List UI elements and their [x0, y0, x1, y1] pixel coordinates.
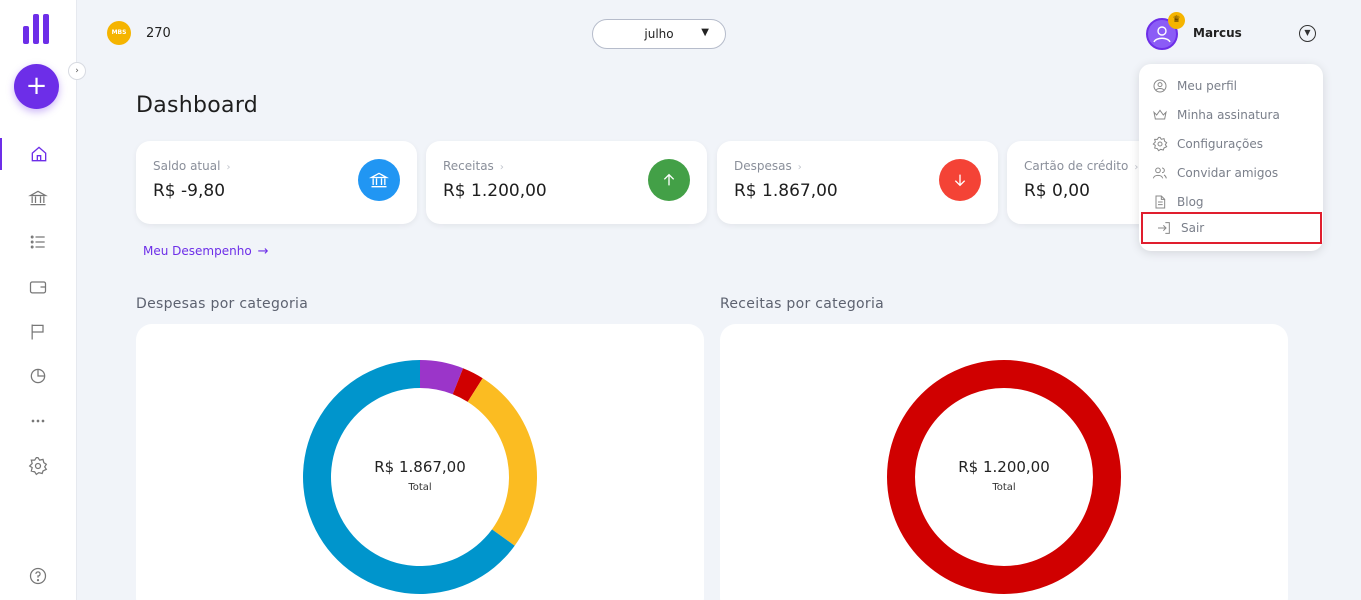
card-label: Despesas — [734, 159, 792, 173]
user-menu: Meu perfil Minha assinatura Configuraçõe… — [1139, 64, 1323, 251]
page-title: Dashboard — [136, 93, 259, 118]
card-value: R$ 1.867,00 — [734, 181, 838, 201]
list-icon[interactable] — [0, 226, 76, 258]
expenses-donut-chart — [303, 360, 537, 594]
menu-item-profile[interactable]: Meu perfil — [1139, 71, 1323, 100]
expenses-chart-panel: R$ 1.867,00 Total — [136, 324, 704, 600]
performance-link[interactable]: Meu Desempenho → — [143, 244, 269, 259]
card-value: R$ 1.200,00 — [443, 181, 547, 201]
income-card[interactable]: Receitas › R$ 1.200,00 — [426, 141, 707, 224]
menu-item-label: Blog — [1177, 194, 1204, 209]
chevron-down-icon[interactable]: ▼ — [1299, 25, 1316, 42]
add-transaction-button[interactable]: + — [14, 64, 59, 109]
chevron-right-icon: › — [226, 162, 231, 173]
menu-item-label: Meu perfil — [1177, 78, 1237, 93]
donut-slice[interactable] — [452, 368, 483, 402]
user-icon — [1151, 77, 1168, 94]
logout-icon — [1155, 220, 1172, 237]
home-icon[interactable] — [0, 138, 76, 170]
flag-icon[interactable] — [0, 316, 76, 348]
arrow-right-icon: → — [257, 244, 269, 259]
gear-icon — [1151, 135, 1168, 152]
crown-icon: ♛ — [1168, 12, 1185, 29]
card-value: R$ 0,00 — [1024, 181, 1090, 201]
username[interactable]: Marcus — [1193, 26, 1242, 40]
wallet-icon[interactable] — [0, 271, 76, 303]
menu-item-blog[interactable]: Blog — [1139, 187, 1323, 216]
coin-count: 270 — [146, 26, 171, 41]
menu-item-subscription[interactable]: Minha assinatura — [1139, 100, 1323, 129]
menu-item-label: Sair — [1181, 221, 1205, 235]
income-donut-chart — [887, 360, 1121, 594]
chart-total-value: R$ 1.867,00 — [374, 458, 466, 476]
app-logo[interactable] — [23, 14, 49, 44]
card-label: Saldo atual — [153, 159, 221, 173]
donut-slice[interactable] — [467, 378, 537, 546]
income-chart-panel: R$ 1.200,00 Total — [720, 324, 1288, 600]
menu-item-label: Configurações — [1177, 136, 1263, 151]
crown-icon — [1151, 106, 1168, 123]
month-label: julho — [644, 27, 674, 41]
income-section-title: Receitas por categoria — [720, 296, 885, 312]
chart-total-label: Total — [992, 482, 1016, 493]
arrow-up-icon — [648, 159, 690, 201]
bank-icon[interactable] — [0, 182, 76, 214]
document-icon — [1151, 193, 1168, 210]
performance-link-label: Meu Desempenho — [143, 244, 252, 258]
chart-total-value: R$ 1.200,00 — [958, 458, 1050, 476]
coin-icon: MBS — [107, 21, 131, 45]
pie-chart-icon[interactable] — [0, 360, 76, 392]
bank-icon — [358, 159, 400, 201]
chevron-right-icon: › — [499, 162, 504, 173]
chart-total-label: Total — [408, 482, 432, 493]
menu-item-label: Minha assinatura — [1177, 107, 1280, 122]
gear-icon[interactable] — [0, 450, 76, 482]
menu-item-logout[interactable]: Sair — [1141, 212, 1322, 244]
donut-slice[interactable] — [887, 360, 1121, 594]
more-icon[interactable] — [0, 405, 76, 437]
sidebar: + — [0, 0, 77, 600]
help-icon[interactable] — [0, 560, 76, 592]
chevron-down-icon: ▼ — [701, 27, 709, 38]
menu-item-settings[interactable]: Configurações — [1139, 129, 1323, 158]
expenses-section-title: Despesas por categoria — [136, 296, 309, 312]
expenses-card[interactable]: Despesas › R$ 1.867,00 — [717, 141, 998, 224]
users-icon — [1151, 164, 1168, 181]
card-value: R$ -9,80 — [153, 181, 226, 201]
month-select[interactable]: julho ▼ — [592, 19, 726, 49]
menu-item-label: Convidar amigos — [1177, 165, 1279, 180]
card-label: Cartão de crédito — [1024, 159, 1129, 173]
donut-slice[interactable] — [420, 360, 464, 395]
collapse-sidebar-button[interactable]: › — [68, 62, 86, 80]
arrow-down-icon — [939, 159, 981, 201]
menu-item-invite[interactable]: Convidar amigos — [1139, 158, 1323, 187]
card-label: Receitas — [443, 159, 494, 173]
chevron-right-icon: › — [1134, 162, 1139, 173]
balance-card[interactable]: Saldo atual › R$ -9,80 — [136, 141, 417, 224]
chevron-right-icon: › — [797, 162, 802, 173]
